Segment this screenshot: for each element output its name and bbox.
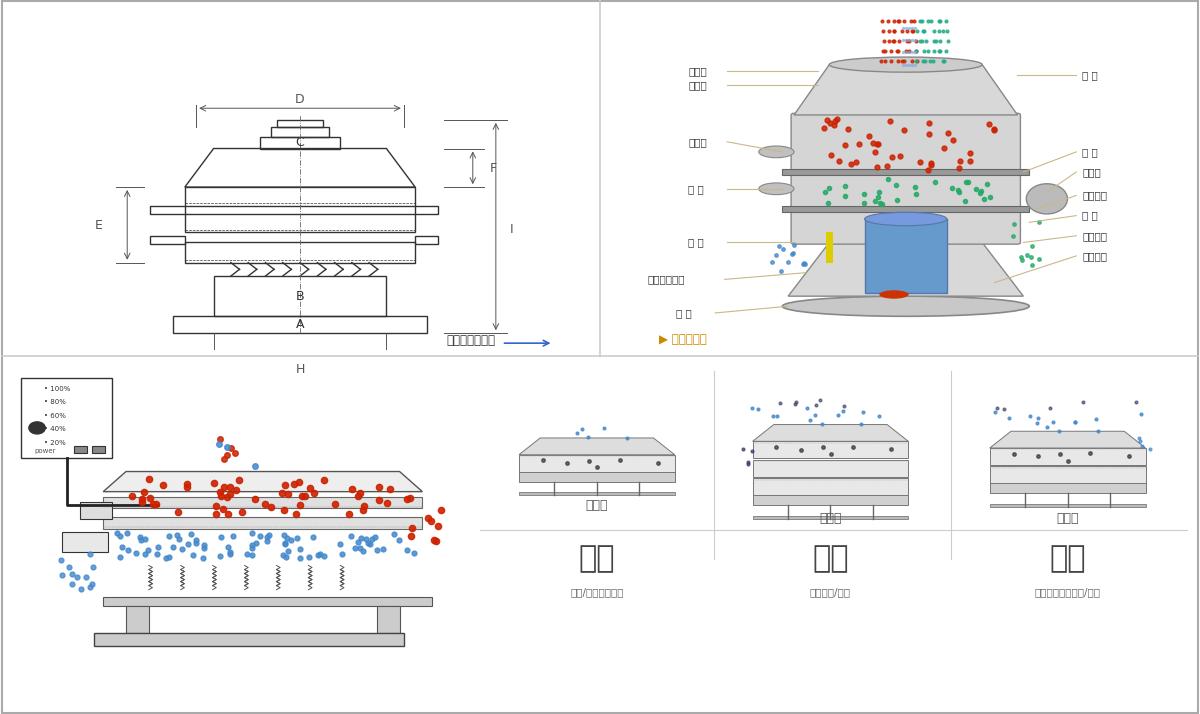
Text: C: C — [295, 136, 305, 149]
Bar — [752, 495, 908, 505]
Text: • 40%: • 40% — [44, 426, 66, 432]
Bar — [518, 471, 674, 481]
Polygon shape — [103, 471, 422, 492]
Text: 分级: 分级 — [578, 544, 616, 573]
Text: power: power — [35, 448, 56, 454]
Text: 运输固定螺栓: 运输固定螺栓 — [647, 274, 684, 284]
Text: 单层式: 单层式 — [586, 498, 608, 512]
Text: 防尘盖: 防尘盖 — [689, 80, 707, 90]
Bar — [150, 206, 185, 214]
Text: E: E — [95, 219, 102, 232]
Bar — [518, 493, 674, 495]
Bar — [73, 446, 88, 453]
Text: A: A — [295, 318, 305, 331]
Text: 加重块: 加重块 — [1082, 167, 1100, 177]
Polygon shape — [990, 431, 1146, 448]
Bar — [782, 169, 1030, 176]
Text: • 100%: • 100% — [44, 386, 71, 392]
Bar — [415, 236, 438, 244]
Bar — [62, 532, 108, 552]
Bar — [80, 502, 113, 518]
Bar — [990, 504, 1146, 507]
Bar — [277, 120, 323, 126]
Text: 筛 盘: 筛 盘 — [1082, 211, 1098, 221]
Text: 进料口: 进料口 — [689, 66, 707, 76]
Text: 过滤: 过滤 — [812, 544, 848, 573]
Ellipse shape — [758, 146, 794, 158]
Bar — [782, 206, 1030, 212]
Text: 双层式: 双层式 — [1056, 512, 1079, 525]
Bar — [990, 466, 1146, 483]
Text: • 20%: • 20% — [44, 440, 66, 446]
Bar — [259, 137, 341, 149]
Text: 筛 网: 筛 网 — [1082, 70, 1098, 80]
Bar — [103, 497, 422, 508]
Bar — [173, 316, 427, 333]
Ellipse shape — [758, 183, 794, 195]
Bar — [214, 276, 386, 316]
Bar — [185, 187, 415, 206]
Bar — [377, 605, 400, 633]
Bar — [752, 460, 908, 476]
Polygon shape — [794, 64, 1018, 115]
Bar — [752, 441, 908, 458]
Text: 三层式: 三层式 — [820, 512, 841, 525]
Polygon shape — [788, 243, 1024, 296]
Ellipse shape — [829, 57, 983, 72]
Text: 网 架: 网 架 — [1082, 147, 1098, 157]
Text: 振动电机: 振动电机 — [1082, 231, 1108, 241]
Text: ▶ 结构示意图: ▶ 结构示意图 — [659, 333, 707, 346]
Text: 出料口: 出料口 — [689, 137, 707, 147]
Text: • 60%: • 60% — [44, 413, 66, 419]
Bar — [752, 516, 908, 518]
Bar — [103, 598, 432, 605]
Bar — [185, 214, 415, 233]
FancyBboxPatch shape — [791, 114, 1020, 244]
Text: 弹 簧: 弹 簧 — [689, 238, 704, 248]
Bar — [103, 517, 422, 528]
Text: 束 环: 束 环 — [689, 183, 704, 193]
Text: 上部重锤: 上部重锤 — [1082, 191, 1108, 201]
Bar — [415, 206, 438, 214]
Bar — [752, 478, 908, 495]
Text: F: F — [490, 162, 497, 175]
Bar — [518, 455, 674, 471]
Bar — [990, 483, 1146, 493]
Ellipse shape — [1026, 183, 1068, 214]
Circle shape — [29, 422, 46, 434]
Text: 下部重锤: 下部重锤 — [1082, 251, 1108, 261]
Ellipse shape — [880, 291, 908, 298]
Bar — [990, 448, 1146, 465]
Polygon shape — [518, 438, 674, 455]
Text: B: B — [295, 290, 305, 303]
Text: 去除液体中的颗粒/异物: 去除液体中的颗粒/异物 — [1034, 588, 1100, 598]
Text: 除杂: 除杂 — [1049, 544, 1086, 573]
Bar — [185, 243, 415, 263]
Bar — [150, 236, 185, 244]
Bar — [94, 633, 404, 646]
Text: 颗粒/粉末准确分级: 颗粒/粉末准确分级 — [570, 588, 624, 598]
Bar — [22, 378, 113, 458]
Text: 机 座: 机 座 — [677, 308, 692, 318]
Bar — [864, 219, 947, 293]
Text: • 80%: • 80% — [44, 399, 66, 406]
Text: D: D — [295, 94, 305, 106]
Bar — [271, 126, 329, 137]
Bar — [126, 605, 149, 633]
Text: H: H — [295, 363, 305, 376]
Bar — [91, 446, 106, 453]
Ellipse shape — [782, 296, 1030, 316]
Ellipse shape — [864, 212, 947, 226]
Text: 外形尺寸示意图: 外形尺寸示意图 — [446, 333, 496, 346]
Bar — [827, 233, 834, 263]
Text: 去除异物/结块: 去除异物/结块 — [810, 588, 851, 598]
Text: I: I — [510, 223, 514, 236]
Polygon shape — [752, 425, 908, 441]
